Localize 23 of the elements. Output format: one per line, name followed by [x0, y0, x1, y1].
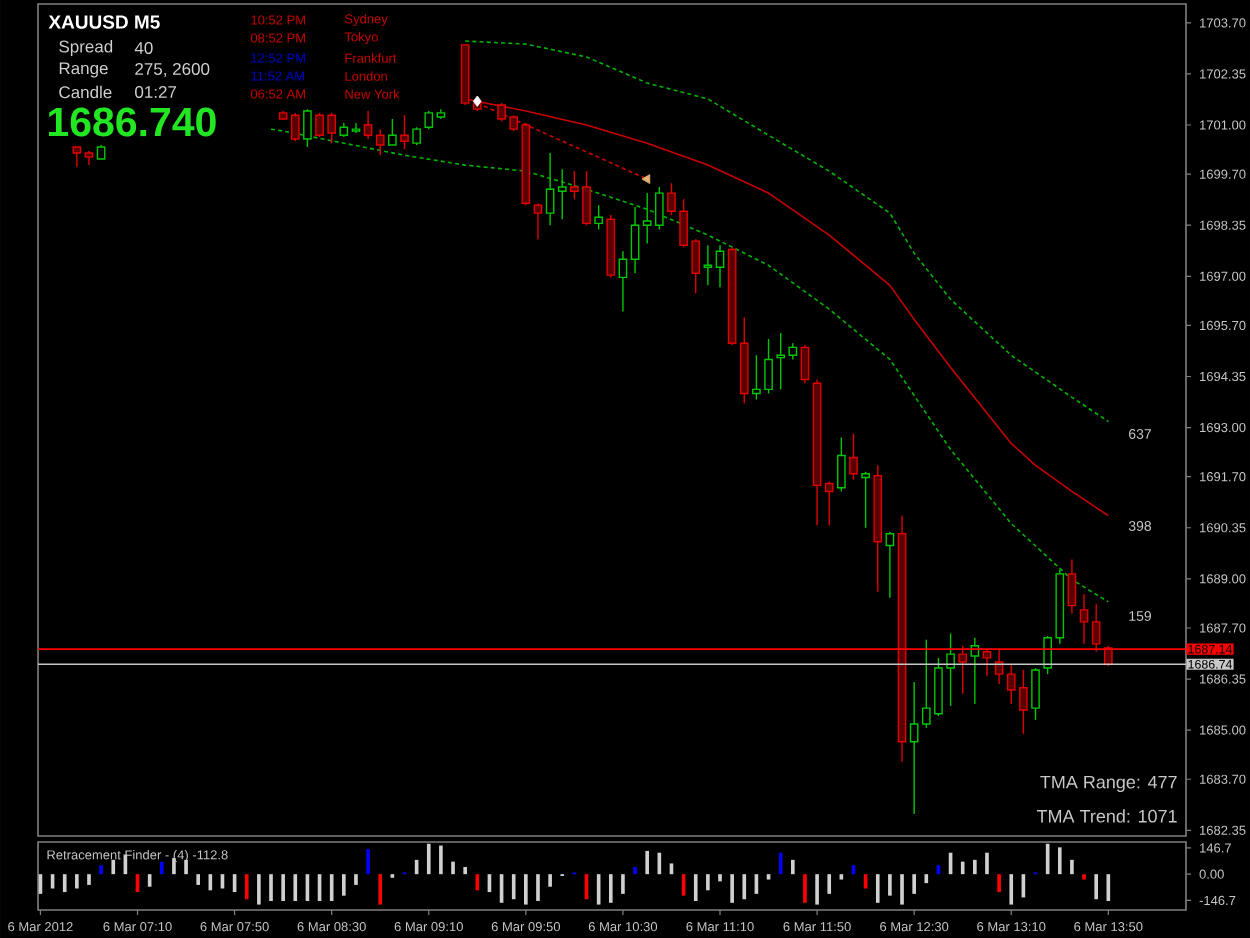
annotation: 275, 2600 — [135, 62, 210, 78]
candlestick — [812, 378, 822, 527]
candlestick — [897, 514, 907, 763]
candlestick — [800, 344, 810, 384]
annotation: 1686.740 — [48, 107, 216, 137]
candlestick — [1067, 558, 1077, 615]
annotation: Spread — [59, 40, 113, 56]
annotation: TMA Range: 477 — [1040, 775, 1177, 793]
candlestick — [715, 244, 725, 288]
candlestick — [630, 206, 640, 274]
annotation: Range — [59, 62, 108, 78]
candlestick — [545, 152, 555, 226]
candlestick — [1091, 603, 1101, 653]
candlestick — [1079, 593, 1089, 645]
annotation: TMA Trend: 1071 — [1036, 809, 1177, 823]
annotation: 40 — [134, 41, 153, 55]
line-series — [464, 40, 1110, 423]
annotation: 01:27 — [135, 85, 177, 99]
candlestick — [618, 250, 628, 313]
annotation: Candle — [59, 85, 112, 99]
chart-title: XAUUSD M5 — [48, 15, 160, 29]
line-series — [464, 98, 1110, 517]
candlestick — [363, 110, 373, 140]
